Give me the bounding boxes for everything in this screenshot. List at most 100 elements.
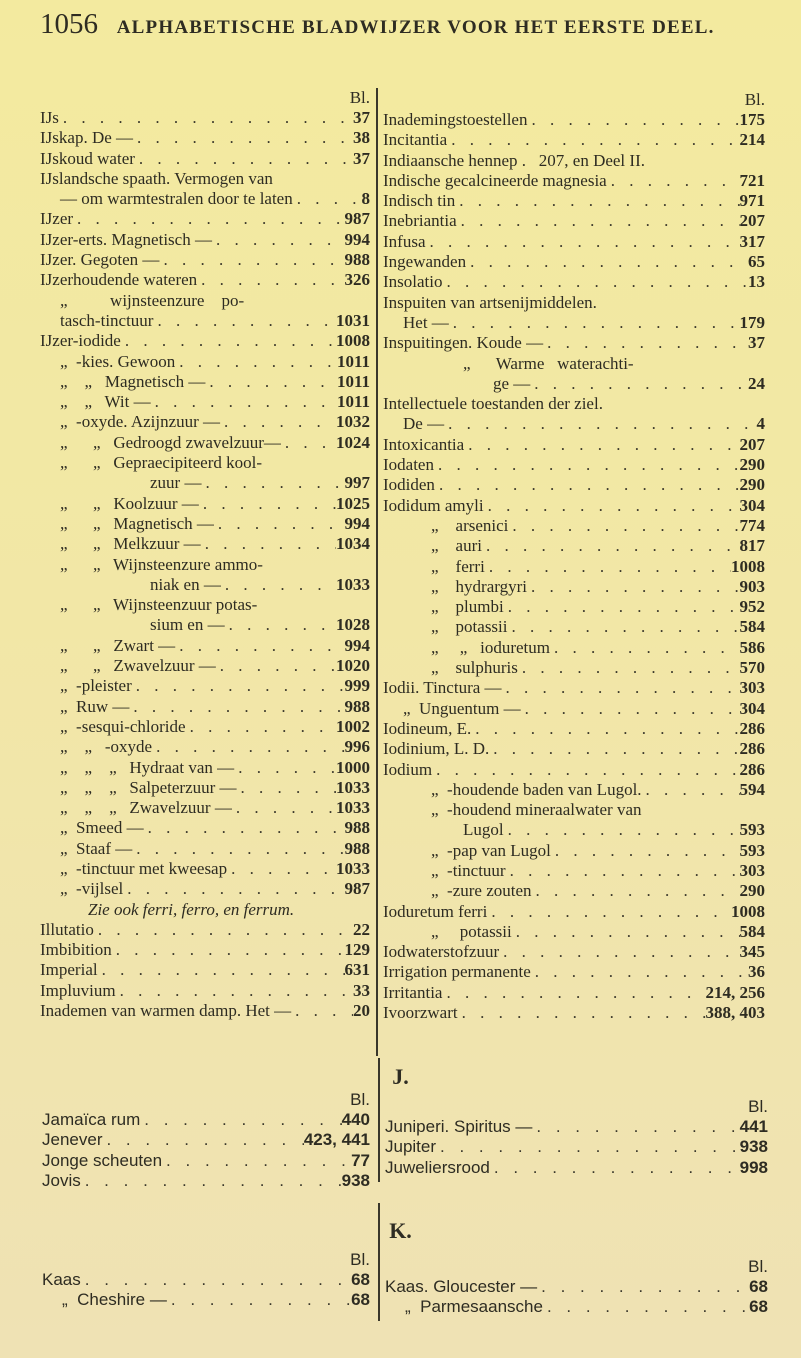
- entry-page-number: 24: [748, 373, 765, 393]
- page-header: 1056 ALPHABETISCHE BLADWIJZER VOOR HET E…: [40, 8, 715, 41]
- index-entry: Iodwaterstofzuur 345: [383, 942, 765, 962]
- dot-leader: [551, 841, 740, 861]
- index-entry: „ Staaf — 988: [40, 839, 370, 859]
- entry-page-number: 345: [739, 942, 766, 962]
- entry-page-number: 303: [739, 678, 766, 698]
- index-entry: „ -sesqui-chloride 1002: [40, 717, 370, 737]
- entry-term: Lugol: [463, 820, 504, 840]
- entry-page-number: 1033: [336, 777, 370, 797]
- index-entry: IJzer-erts. Magnetisch — 994: [40, 230, 370, 250]
- entry-page-number: 988: [344, 838, 371, 858]
- index-entry: niak en — 1033: [40, 575, 370, 595]
- index-entry: „ „ Zwart — 994: [40, 636, 370, 656]
- entry-term: Illutatio: [40, 919, 94, 939]
- index-entry: Het — 179: [383, 313, 765, 333]
- dot-leader: [457, 211, 740, 231]
- entry-term: Iodii. Tinctura —: [383, 678, 502, 698]
- entry-page-number: 68: [749, 1297, 768, 1317]
- dot-leader: [94, 920, 353, 940]
- index-entry: IJzer 987: [40, 209, 370, 229]
- index-entry: „ -zure zouten 290: [383, 881, 765, 901]
- entry-term: „ hydrargyri: [431, 576, 527, 596]
- dot-leader: [504, 820, 740, 840]
- entry-page-number: 179: [739, 312, 766, 332]
- entry-term: Inademen van warmen damp. Het —: [40, 1001, 292, 1021]
- entry-term: „ „ Koolzuur —: [60, 493, 199, 513]
- index-entry: „ Parmesaansche 68: [385, 1297, 768, 1317]
- index-entry: „ „ Magnetisch — 1011: [40, 372, 370, 392]
- column-divider: [378, 1058, 380, 1182]
- index-entry: Ioduretum ferri 1008: [383, 902, 765, 922]
- dot-leader: [485, 557, 731, 577]
- dot-leader: [162, 1151, 351, 1171]
- entry-page-number: 20: [353, 1001, 370, 1021]
- entry-term: „ „ Wijnsteenzure ammo-: [60, 554, 263, 574]
- index-entry: „ „ Melkzuur — 1034: [40, 534, 370, 554]
- entry-page-number: 1033: [336, 574, 370, 594]
- dot-leader: [225, 615, 336, 635]
- entry-page-number: 988: [344, 818, 371, 838]
- entry-term: De —: [403, 414, 445, 434]
- index-entry: IJzerhoudende wateren 326: [40, 270, 370, 290]
- entry-page-number: 1008: [731, 901, 765, 921]
- dot-leader: [132, 839, 344, 859]
- dot-leader: [425, 232, 739, 252]
- dot-leader: [436, 1137, 740, 1157]
- entry-page-number: 1011: [336, 371, 370, 391]
- running-title: ALPHABETISCHE BLADWIJZER VOOR HET EERSTE…: [116, 17, 715, 38]
- index-entry: „ hydrargyri 903: [383, 577, 765, 597]
- entry-term: IJskap. De —: [40, 128, 134, 148]
- entry-term: „ -kies. Gewoon: [60, 351, 176, 371]
- entry-page-number: 817: [739, 536, 766, 556]
- entry-term: Imbibition: [40, 940, 112, 960]
- entry-term: Irritantia: [383, 982, 443, 1002]
- entry-page-number: 584: [739, 617, 766, 637]
- dot-leader: [537, 1277, 749, 1297]
- dot-leader: [442, 983, 705, 1003]
- page-column-label: Bl.: [349, 88, 370, 107]
- dot-leader: [482, 536, 740, 556]
- index-entry: „ „ Wit — 1011: [40, 392, 370, 412]
- entry-page-number: 33: [353, 980, 370, 1000]
- index-entry: „ plumbi 952: [383, 597, 765, 617]
- entry-page-number: 207: [739, 434, 766, 454]
- entry-term: Ivoorzwart: [383, 1003, 458, 1023]
- entry-page-number: 13: [748, 272, 765, 292]
- dot-leader: [102, 1130, 303, 1150]
- entry-page-number: 1000: [336, 757, 370, 777]
- entry-page-number: 570: [739, 658, 766, 678]
- entry-page-number: 903: [739, 576, 766, 596]
- index-entry: Ivoorzwart 388, 403: [383, 1003, 765, 1023]
- entry-term: „ „ Gepraecipiteerd kool-: [60, 453, 263, 473]
- entry-term: „ „ ioduretum: [431, 637, 550, 657]
- dot-leader: [550, 638, 740, 658]
- dot-leader: [197, 270, 344, 290]
- index-entry: Indisch tin 971: [383, 191, 765, 211]
- entry-term: IJzer. Gegoten —: [40, 250, 160, 270]
- index-entry: „ „ Wijnsteenzure ammo-: [40, 555, 370, 575]
- entry-page-number: 37: [353, 108, 370, 127]
- entry-page-number: 1008: [336, 331, 370, 351]
- page-column-label: Bl.: [744, 90, 765, 109]
- index-entry: IJs 37: [40, 108, 370, 128]
- entry-term: Imperial: [40, 960, 98, 980]
- dot-leader: [73, 209, 344, 229]
- index-entry: „ Cheshire — 68: [42, 1290, 370, 1310]
- entry-term: „ -pap van Lugol: [431, 840, 551, 860]
- entry-term: Iodwaterstofzuur: [383, 942, 500, 962]
- entry-page-number: 326: [344, 270, 371, 290]
- index-entry: „ „ Zwavelzuur — 1020: [40, 656, 370, 676]
- dot-leader: [504, 597, 740, 617]
- entry-term: IJs: [40, 108, 59, 127]
- entry-page-number: 1034: [336, 534, 370, 554]
- entry-term: „ „ Magnetisch —: [60, 371, 206, 391]
- entry-term: Indisch tin: [383, 191, 456, 211]
- entry-term: „ Staaf —: [60, 838, 133, 858]
- index-entry: Iodium 286: [383, 760, 765, 780]
- section-k-left-column: Bl. Kaas 68 „ Cheshire — 68: [42, 1250, 370, 1311]
- entry-page-number: 440: [341, 1110, 370, 1129]
- entry-page-number: 304: [739, 495, 766, 515]
- dot-leader: [227, 859, 336, 879]
- entry-page-number: 997: [344, 473, 371, 493]
